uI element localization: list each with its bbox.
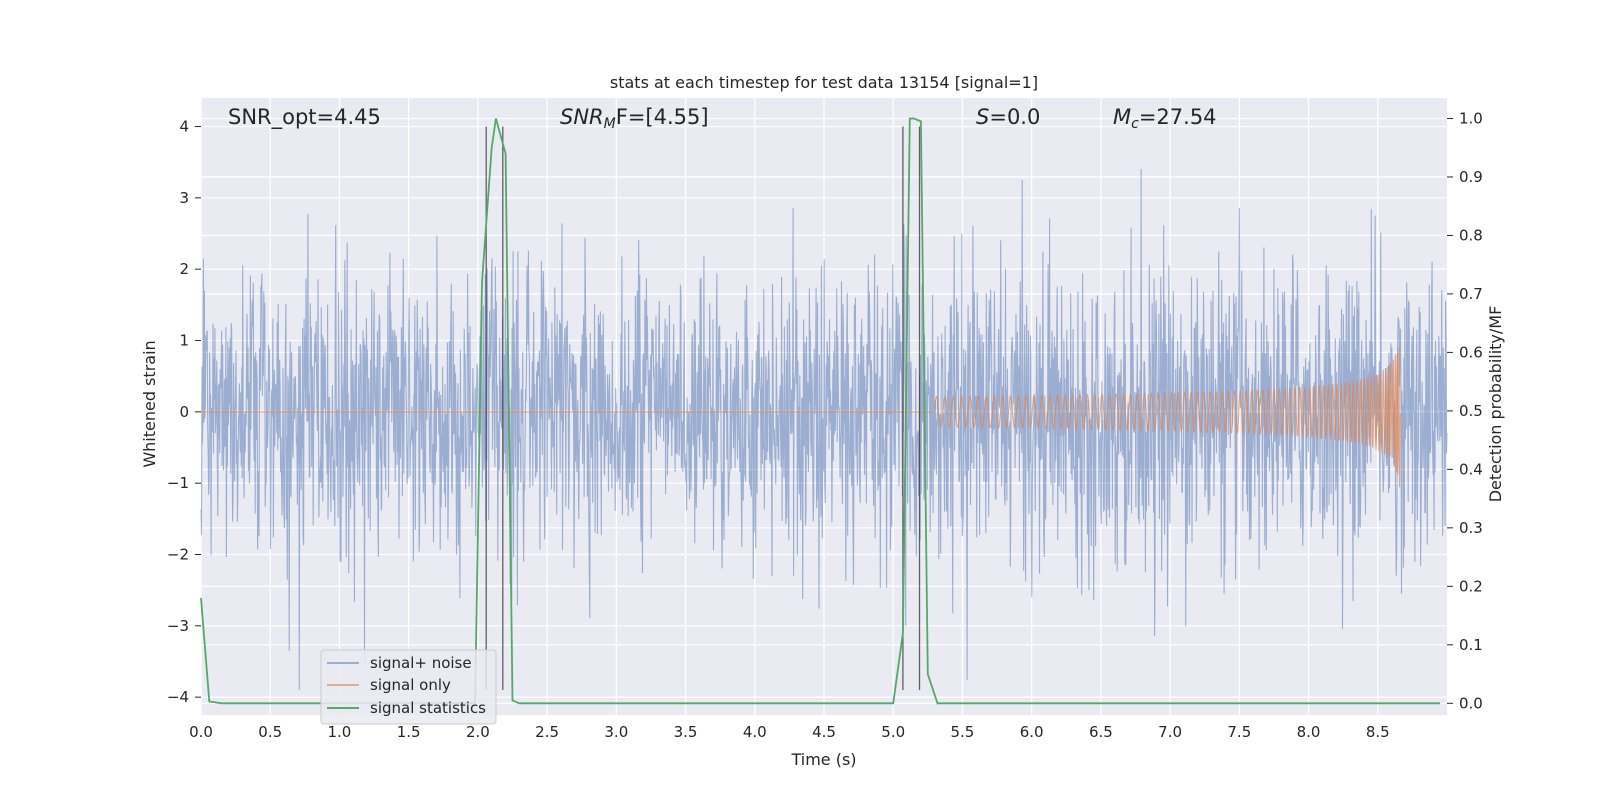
x-tick-label: 8.0 <box>1297 723 1321 741</box>
y-right-tick-label: 0.8 <box>1459 226 1483 244</box>
x-tick-label: 2.0 <box>466 723 490 741</box>
x-axis-title: Time (s) <box>790 750 856 769</box>
legend-label-signal-only: signal only <box>370 676 451 694</box>
x-tick-label: 8.5 <box>1366 723 1390 741</box>
y-right-tick-label: 0.1 <box>1459 636 1483 654</box>
x-tick-label: 6.0 <box>1020 723 1044 741</box>
y-right-tick-label: 0.5 <box>1459 402 1483 420</box>
y-axis-left-ticks: −4 −3 −2 −1 0 1 2 3 4 <box>167 118 201 706</box>
y-right-tick-label: 0.4 <box>1459 460 1483 478</box>
signal-only-line <box>934 346 1401 488</box>
x-tick-label: 0.0 <box>189 723 213 741</box>
y-left-tick-label: −4 <box>167 688 189 706</box>
x-tick-label: 4.5 <box>812 723 836 741</box>
annotation-snr-opt: SNR_opt=4.45 <box>228 105 381 130</box>
y-left-tick-label: 0 <box>179 403 189 421</box>
x-tick-label: 7.5 <box>1227 723 1251 741</box>
signal-noise-line <box>200 168 1448 691</box>
y-left-tick-label: 4 <box>179 118 189 136</box>
x-tick-label: 0.5 <box>258 723 282 741</box>
y-axis-left-title: Whitened strain <box>140 340 159 467</box>
y-right-tick-label: 0.6 <box>1459 343 1483 361</box>
y-right-tick-label: 0.7 <box>1459 285 1483 303</box>
x-tick-label: 3.0 <box>604 723 628 741</box>
x-tick-label: 5.0 <box>881 723 905 741</box>
legend: signal+ noise signal only signal statist… <box>320 649 497 725</box>
x-tick-label: 4.0 <box>743 723 767 741</box>
y-right-tick-label: 1.0 <box>1459 109 1483 127</box>
y-left-tick-label: −2 <box>167 546 189 564</box>
legend-label-signal-statistics: signal statistics <box>370 699 486 717</box>
x-tick-label: 1.0 <box>328 723 352 741</box>
y-left-tick-label: 3 <box>179 189 189 207</box>
y-right-tick-label: 0.0 <box>1459 694 1483 712</box>
y-right-tick-label: 0.2 <box>1459 577 1483 595</box>
series-signal-noise <box>200 168 1448 691</box>
y-axis-right-title: Detection probability/MF <box>1486 306 1505 503</box>
x-axis-ticks: 0.0 0.5 1.0 1.5 2.0 2.5 3.0 3.5 4.0 4.5 5.0 5.5 6.0 6… <box>189 723 1390 741</box>
y-left-tick-label: 1 <box>179 332 189 350</box>
x-tick-label: 3.5 <box>674 723 698 741</box>
x-tick-label: 5.5 <box>951 723 975 741</box>
y-right-tick-label: 0.9 <box>1459 168 1483 186</box>
y-left-tick-label: −1 <box>167 474 189 492</box>
annotation-mc: Mc=27.54 <box>1113 105 1217 132</box>
annotation-snr-mf: SNRMF=[4.55] <box>560 105 709 132</box>
x-tick-label: 7.0 <box>1158 723 1182 741</box>
y-axis-right-ticks: 0.0 0.1 0.2 0.3 0.4 0.5 0.6 0.7 0.8 0.9 1.0 <box>1447 109 1483 712</box>
annotation-s: S=0.0 <box>976 105 1040 129</box>
y-left-tick-label: 2 <box>179 260 189 278</box>
y-right-tick-label: 0.3 <box>1459 519 1483 537</box>
series-signal-only <box>201 346 1401 488</box>
x-tick-label: 6.5 <box>1089 723 1113 741</box>
y-left-tick-label: −3 <box>167 617 189 635</box>
legend-label-signal-noise: signal+ noise <box>370 654 472 672</box>
chart-title: stats at each timestep for test data 131… <box>610 73 1038 92</box>
x-tick-label: 2.5 <box>535 723 559 741</box>
x-tick-label: 1.5 <box>397 723 421 741</box>
